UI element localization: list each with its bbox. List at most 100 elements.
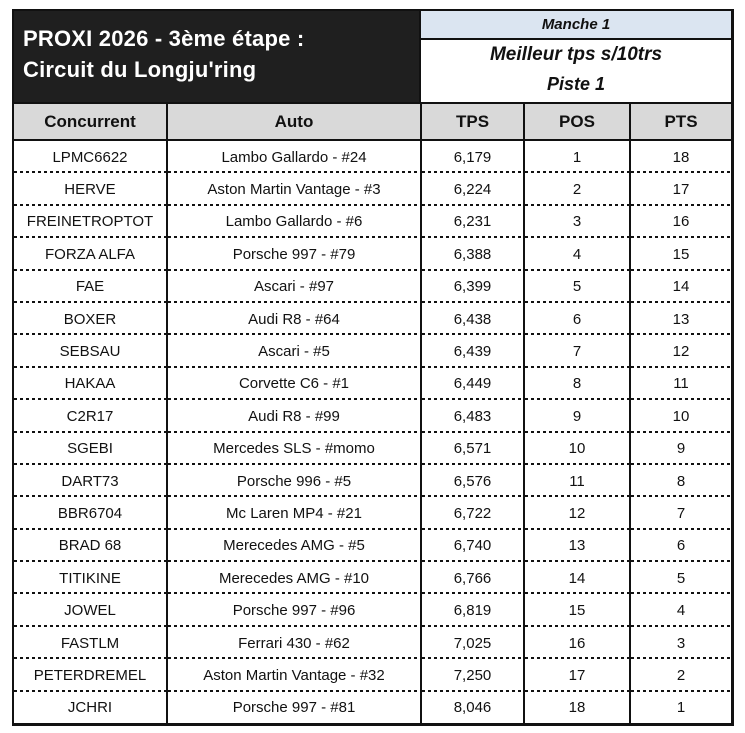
table-row: HAKAA Corvette C6 - #1 6,449 8 11 <box>14 367 731 401</box>
pos-cell: 5 <box>523 270 631 303</box>
table-row: C2R17 Audi R8 - #99 6,483 9 10 <box>14 400 731 433</box>
auto-cell: Merecedes AMG - #5 <box>166 529 422 563</box>
tps-cell: 6,179 <box>420 140 525 174</box>
auto-cell: Ferrari 430 - #62 <box>166 626 422 660</box>
table-row: FORZA ALFA Porsche 997 - #79 6,388 4 15 <box>14 238 731 271</box>
concurrent-cell: FAE <box>14 270 168 303</box>
pos-cell: 4 <box>523 238 631 271</box>
pts-cell: 18 <box>629 140 731 174</box>
tps-cell: 6,571 <box>420 432 525 465</box>
auto-cell: Porsche 997 - #96 <box>166 594 422 627</box>
column-header-concurrent: Concurrent <box>14 104 168 141</box>
auto-cell: Audi R8 - #64 <box>166 302 422 336</box>
pts-cell: 6 <box>629 529 731 563</box>
table-row: PETERDREMEL Aston Martin Vantage - #32 7,2… <box>14 659 731 692</box>
column-header-pos: POS <box>523 104 631 141</box>
pos-cell: 11 <box>523 464 631 498</box>
concurrent-cell: LPMC6622 <box>14 140 168 174</box>
pts-cell: 14 <box>629 270 731 303</box>
table-row: SGEBI Mercedes SLS - #momo 6,571 10 9 <box>14 432 731 465</box>
track-label: Piste 1 <box>546 74 606 94</box>
tps-cell: 6,576 <box>420 464 525 498</box>
auto-cell: Merecedes AMG - #10 <box>166 562 422 595</box>
table-row: HERVE Aston Martin Vantage - #3 6,224 2 17 <box>14 173 731 206</box>
pos-cell: 18 <box>523 691 631 725</box>
auto-cell: Porsche 997 - #81 <box>166 691 422 725</box>
manche-banner: Manche 1 <box>421 11 731 40</box>
concurrent-cell: TITIKINE <box>14 562 168 595</box>
pos-cell: 10 <box>523 432 631 465</box>
concurrent-cell: FREINETROPTOT <box>14 205 168 239</box>
tps-cell: 6,224 <box>420 173 525 206</box>
auto-cell: Lambo Gallardo - #6 <box>166 205 422 239</box>
tps-cell: 6,438 <box>420 302 525 336</box>
results-sheet: PROXI 2026 - 3ème étape : Circuit du Lon… <box>12 9 734 726</box>
pts-cell: 13 <box>629 302 731 336</box>
tps-cell: 6,766 <box>420 562 525 595</box>
results-table: Concurrent Auto TPS POS PTS LPMC6622 Lamb… <box>14 104 731 725</box>
table-row: FREINETROPTOT Lambo Gallardo - #6 6,231 3 16 <box>14 205 731 239</box>
tps-cell: 6,231 <box>420 205 525 239</box>
tps-cell: 6,388 <box>420 238 525 271</box>
auto-cell: Mc Laren MP4 - #21 <box>166 497 422 530</box>
auto-cell: Porsche 996 - #5 <box>166 464 422 498</box>
pts-cell: 17 <box>629 173 731 206</box>
pts-cell: 11 <box>629 367 731 401</box>
concurrent-cell: SEBSAU <box>14 335 168 368</box>
table-row: BOXER Audi R8 - #64 6,438 6 13 <box>14 302 731 336</box>
pts-cell: 16 <box>629 205 731 239</box>
tps-cell: 7,250 <box>420 659 525 692</box>
pos-cell: 12 <box>523 497 631 530</box>
tps-cell: 7,025 <box>420 626 525 660</box>
tps-cell: 6,819 <box>420 594 525 627</box>
pts-cell: 4 <box>629 594 731 627</box>
auto-cell: Mercedes SLS - #momo <box>166 432 422 465</box>
pos-cell: 13 <box>523 529 631 563</box>
pts-cell: 5 <box>629 562 731 595</box>
tps-cell: 8,046 <box>420 691 525 725</box>
concurrent-cell: HAKAA <box>14 367 168 401</box>
pts-cell: 1 <box>629 691 731 725</box>
pts-cell: 2 <box>629 659 731 692</box>
table-row: LPMC6622 Lambo Gallardo - #24 6,179 1 18 <box>14 140 731 174</box>
tps-cell: 6,399 <box>420 270 525 303</box>
auto-cell: Lambo Gallardo - #24 <box>166 140 422 174</box>
pos-cell: 6 <box>523 302 631 336</box>
pos-cell: 7 <box>523 335 631 368</box>
session-format-label: Meilleur tps s/10trs <box>489 44 663 65</box>
header-row: Concurrent Auto TPS POS PTS <box>14 104 731 141</box>
concurrent-cell: SGEBI <box>14 432 168 465</box>
auto-cell: Porsche 997 - #79 <box>166 238 422 271</box>
table-row: TITIKINE Merecedes AMG - #10 6,766 14 5 <box>14 562 731 595</box>
concurrent-cell: DART73 <box>14 464 168 498</box>
table-row: BBR6704 Mc Laren MP4 - #21 6,722 12 7 <box>14 497 731 530</box>
pts-cell: 7 <box>629 497 731 530</box>
pos-cell: 9 <box>523 400 631 433</box>
concurrent-cell: HERVE <box>14 173 168 206</box>
auto-cell: Corvette C6 - #1 <box>166 367 422 401</box>
pos-cell: 17 <box>523 659 631 692</box>
concurrent-cell: BRAD 68 <box>14 529 168 563</box>
tps-cell: 6,722 <box>420 497 525 530</box>
event-title-line1: PROXI 2026 - 3ème étape : <box>23 26 305 51</box>
table-row: DART73 Porsche 996 - #5 6,576 11 8 <box>14 464 731 498</box>
event-title: PROXI 2026 - 3ème étape : Circuit du Lon… <box>14 11 419 102</box>
column-header-tps: TPS <box>420 104 525 141</box>
concurrent-cell: JOWEL <box>14 594 168 627</box>
pos-cell: 1 <box>523 140 631 174</box>
tps-cell: 6,449 <box>420 367 525 401</box>
pts-cell: 9 <box>629 432 731 465</box>
pos-cell: 15 <box>523 594 631 627</box>
concurrent-cell: PETERDREMEL <box>14 659 168 692</box>
pts-cell: 3 <box>629 626 731 660</box>
concurrent-cell: BOXER <box>14 302 168 336</box>
auto-cell: Aston Martin Vantage - #3 <box>166 173 422 206</box>
auto-cell: Audi R8 - #99 <box>166 400 422 433</box>
column-header-pts: PTS <box>629 104 731 141</box>
concurrent-cell: C2R17 <box>14 400 168 433</box>
table-row: FASTLM Ferrari 430 - #62 7,025 16 3 <box>14 626 731 660</box>
concurrent-cell: BBR6704 <box>14 497 168 530</box>
pts-cell: 12 <box>629 335 731 368</box>
concurrent-cell: FORZA ALFA <box>14 238 168 271</box>
tps-cell: 6,439 <box>420 335 525 368</box>
